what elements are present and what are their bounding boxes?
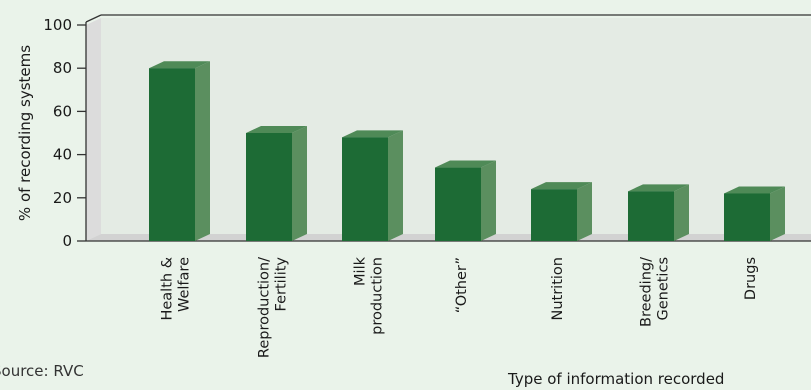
bar-front — [149, 68, 195, 241]
category-label-line: Nutrition — [550, 257, 566, 321]
axis-top-depth-line — [85, 14, 102, 23]
bar — [724, 186, 785, 241]
category-label: Reproduction/Fertility — [257, 257, 290, 359]
category-label: Drugs — [743, 257, 759, 300]
bar-side — [770, 186, 785, 241]
category-label: “Other” — [454, 257, 470, 313]
category-labels: Health &Welfare Reproduction/Fertility Mil… — [160, 256, 760, 358]
bar-top — [531, 182, 592, 190]
bar-group — [149, 61, 785, 242]
y-tick-label: 40 — [53, 146, 72, 164]
y-tick-label: 100 — [43, 16, 72, 34]
category-label: Breeding/Genetics — [639, 257, 672, 327]
category-label-line: production — [370, 257, 386, 335]
bar-top — [435, 160, 496, 168]
bar-side — [674, 184, 689, 241]
bar-top — [628, 184, 689, 192]
category-label-line: Reproduction/ — [257, 257, 273, 358]
category-label-line: Health & — [160, 257, 176, 321]
category-label-line: Welfare — [177, 257, 193, 312]
chart-axes: 0 20 40 60 80 100 — [43, 14, 811, 250]
bar-front — [435, 167, 481, 241]
bar-side — [577, 182, 592, 241]
bar-top — [149, 61, 210, 69]
category-label: Nutrition — [550, 257, 566, 321]
bar — [246, 126, 307, 241]
category-label-line: Milk — [353, 256, 369, 286]
bar-front — [628, 191, 674, 241]
category-label-line: Drugs — [743, 257, 759, 300]
bar — [149, 61, 210, 242]
category-label-line: “Other” — [454, 257, 470, 313]
bar-top — [246, 126, 307, 133]
bar-front — [531, 189, 577, 241]
bar-top — [724, 186, 785, 194]
category-label-line: Fertility — [274, 257, 290, 312]
bar — [531, 182, 592, 241]
bar-side — [388, 130, 403, 241]
x-axis-label: Type of information recorded — [507, 370, 724, 388]
bar-side — [195, 61, 210, 242]
category-label-line: Breeding/ — [639, 257, 655, 327]
bar-front — [342, 137, 388, 241]
y-tick-label: 0 — [62, 232, 72, 250]
bar — [628, 184, 689, 241]
y-tick-label: 80 — [53, 59, 72, 77]
category-label-line: Genetics — [656, 257, 672, 321]
y-tick-label: 20 — [53, 189, 72, 207]
y-axis-label: % of recording systems — [16, 45, 34, 221]
y-tick-label: 60 — [53, 102, 72, 120]
bar-side — [292, 126, 307, 241]
category-label: Health &Welfare — [160, 257, 193, 321]
side-wall — [86, 18, 101, 241]
source-note: Source: RVC — [0, 362, 84, 380]
bar-side — [481, 160, 496, 241]
bar-top — [342, 130, 403, 138]
bar-front — [246, 133, 292, 241]
bar — [342, 130, 403, 241]
bar-front — [724, 193, 770, 241]
bar — [435, 160, 496, 241]
category-label: Milkproduction — [353, 256, 386, 334]
